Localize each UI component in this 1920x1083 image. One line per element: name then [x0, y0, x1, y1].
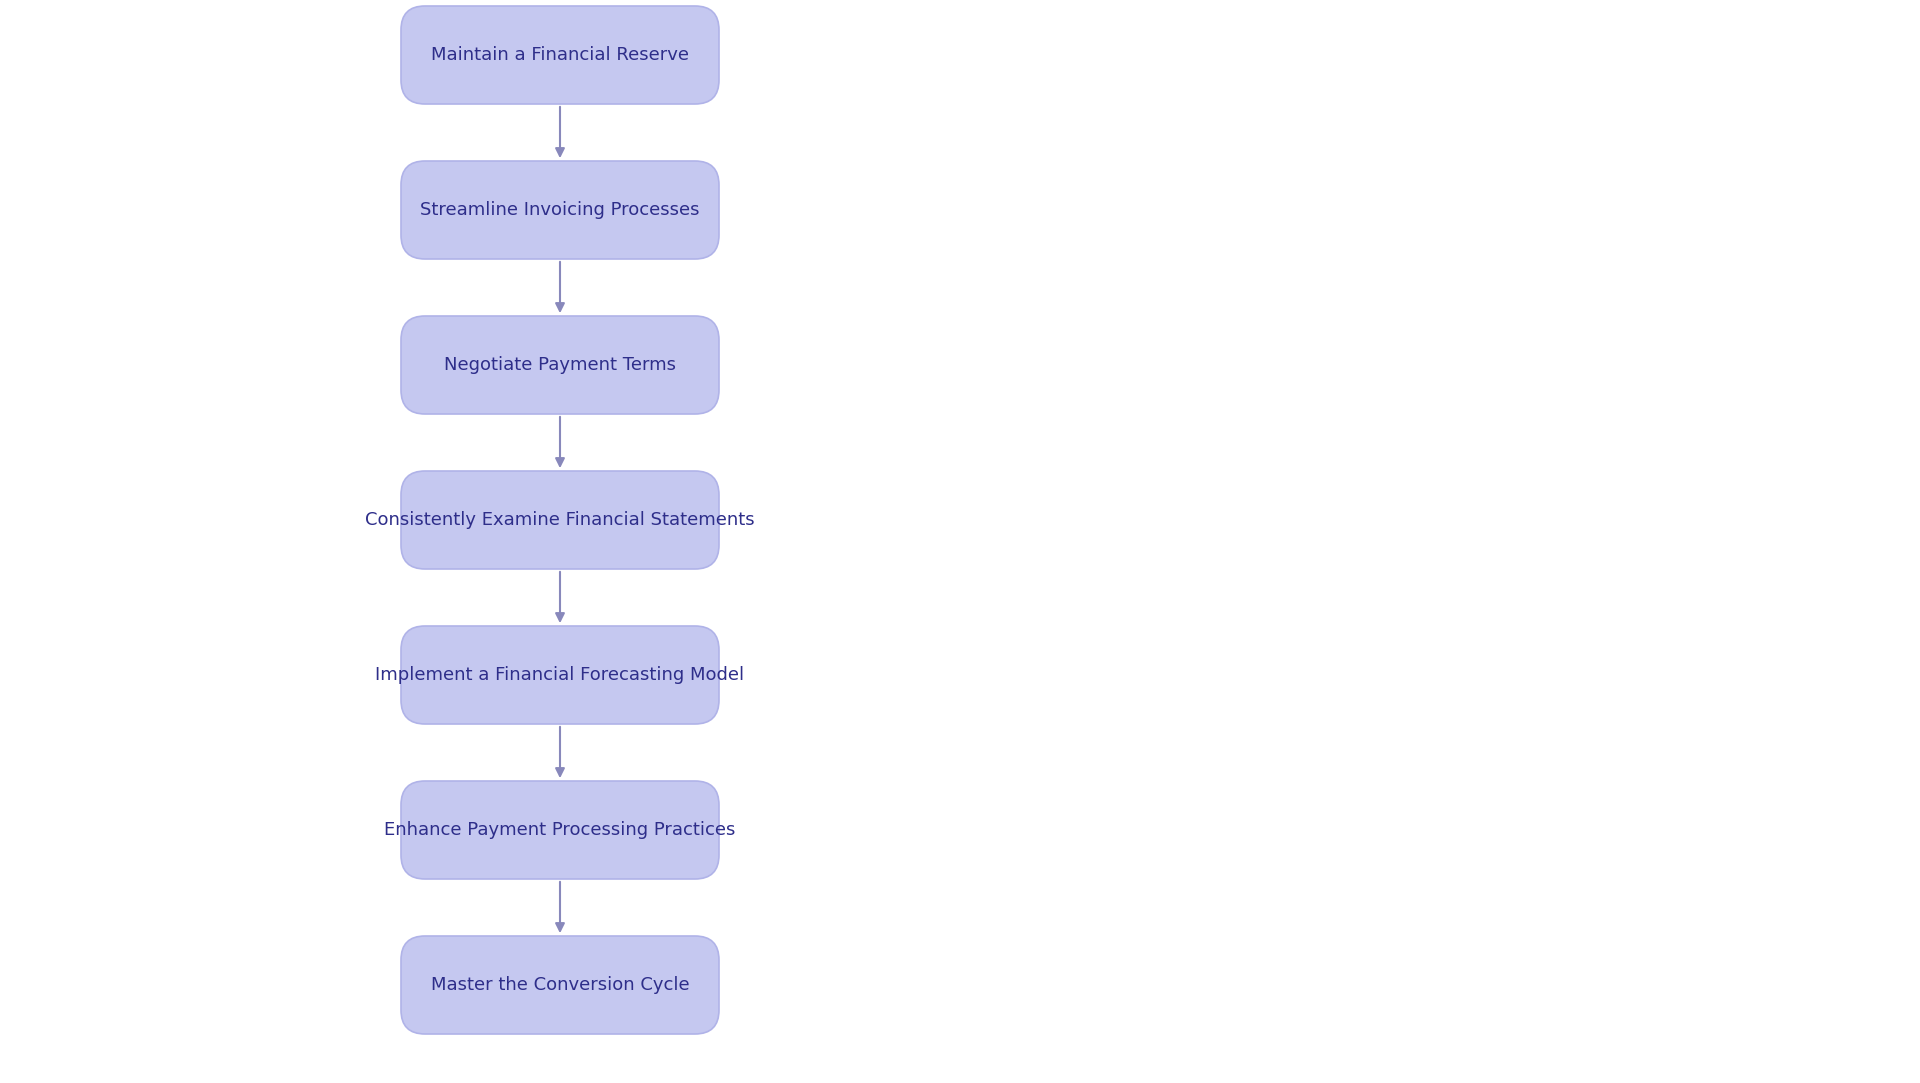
FancyBboxPatch shape: [401, 161, 718, 259]
Text: Streamline Invoicing Processes: Streamline Invoicing Processes: [420, 201, 699, 219]
Text: Maintain a Financial Reserve: Maintain a Financial Reserve: [430, 45, 689, 64]
Text: Negotiate Payment Terms: Negotiate Payment Terms: [444, 356, 676, 374]
FancyBboxPatch shape: [401, 471, 718, 569]
Text: Master the Conversion Cycle: Master the Conversion Cycle: [430, 976, 689, 994]
Text: Enhance Payment Processing Practices: Enhance Payment Processing Practices: [384, 821, 735, 839]
FancyBboxPatch shape: [401, 781, 718, 879]
Text: Consistently Examine Financial Statements: Consistently Examine Financial Statement…: [365, 511, 755, 529]
FancyBboxPatch shape: [401, 6, 718, 104]
FancyBboxPatch shape: [401, 316, 718, 414]
FancyBboxPatch shape: [401, 936, 718, 1034]
Text: Implement a Financial Forecasting Model: Implement a Financial Forecasting Model: [376, 666, 745, 684]
FancyBboxPatch shape: [401, 626, 718, 725]
